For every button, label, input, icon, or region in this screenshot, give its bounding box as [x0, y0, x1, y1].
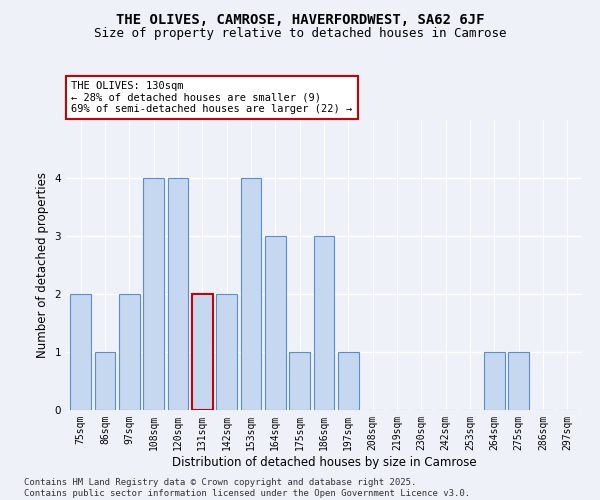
- Y-axis label: Number of detached properties: Number of detached properties: [36, 172, 49, 358]
- Bar: [265, 236, 286, 410]
- Bar: [70, 294, 91, 410]
- Bar: [241, 178, 262, 410]
- Bar: [484, 352, 505, 410]
- Bar: [143, 178, 164, 410]
- Text: Size of property relative to detached houses in Camrose: Size of property relative to detached ho…: [94, 28, 506, 40]
- Bar: [314, 236, 334, 410]
- Bar: [95, 352, 115, 410]
- Bar: [289, 352, 310, 410]
- Text: THE OLIVES: 130sqm
← 28% of detached houses are smaller (9)
69% of semi-detached: THE OLIVES: 130sqm ← 28% of detached hou…: [71, 81, 352, 114]
- Bar: [167, 178, 188, 410]
- Bar: [338, 352, 359, 410]
- X-axis label: Distribution of detached houses by size in Camrose: Distribution of detached houses by size …: [172, 456, 476, 468]
- Bar: [508, 352, 529, 410]
- Text: Contains HM Land Registry data © Crown copyright and database right 2025.
Contai: Contains HM Land Registry data © Crown c…: [24, 478, 470, 498]
- Text: THE OLIVES, CAMROSE, HAVERFORDWEST, SA62 6JF: THE OLIVES, CAMROSE, HAVERFORDWEST, SA62…: [116, 12, 484, 26]
- Bar: [192, 294, 212, 410]
- Bar: [119, 294, 140, 410]
- Bar: [216, 294, 237, 410]
